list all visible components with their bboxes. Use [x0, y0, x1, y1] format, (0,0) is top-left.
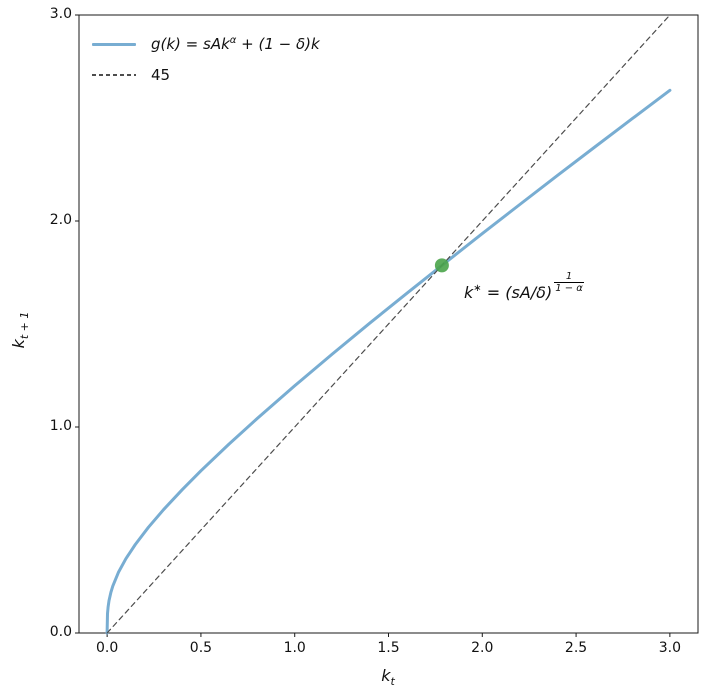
fixed-point-marker — [434, 258, 449, 273]
x-tick-label: 2.5 — [564, 640, 588, 656]
x-tick-label: 2.0 — [471, 640, 494, 656]
x-tick-label: 1.0 — [283, 640, 306, 656]
asterisk-superscript: ∗ — [473, 283, 482, 294]
legend-solid-line-swatch — [92, 42, 136, 46]
x-tick-label: 0.5 — [189, 640, 213, 656]
legend-label-g: g(k) = sAkα + (1 − δ)k — [151, 35, 320, 53]
legend: g(k) = sAkα + (1 − δ)k 45 — [92, 33, 320, 86]
forty-five-degree-line — [106, 14, 671, 634]
y-tick-label: 1.0 — [49, 418, 72, 434]
alpha-superscript: α — [229, 35, 237, 46]
y-tick-label: 3.0 — [49, 6, 72, 22]
legend-entry-45: 45 — [92, 64, 320, 86]
x-tick-label: 1.5 — [377, 640, 400, 656]
x-tick-label: 3.0 — [658, 640, 681, 656]
y-tick-label: 0.0 — [49, 624, 72, 640]
legend-label-45: 45 — [151, 66, 171, 84]
x-axis-label: kt — [381, 666, 395, 689]
y-tick-label: 2.0 — [49, 212, 72, 228]
legend-entry-g: g(k) = sAkα + (1 − δ)k — [92, 33, 320, 55]
g-of-k-curve — [105, 88, 672, 635]
fixed-point-annotation: k∗ = (sA/δ) 1 1 − α — [464, 271, 584, 302]
x-tick-label: 0.0 — [95, 640, 119, 656]
legend-dashed-line-swatch — [92, 74, 136, 76]
y-axis-label: kt + 1 — [8, 311, 32, 349]
